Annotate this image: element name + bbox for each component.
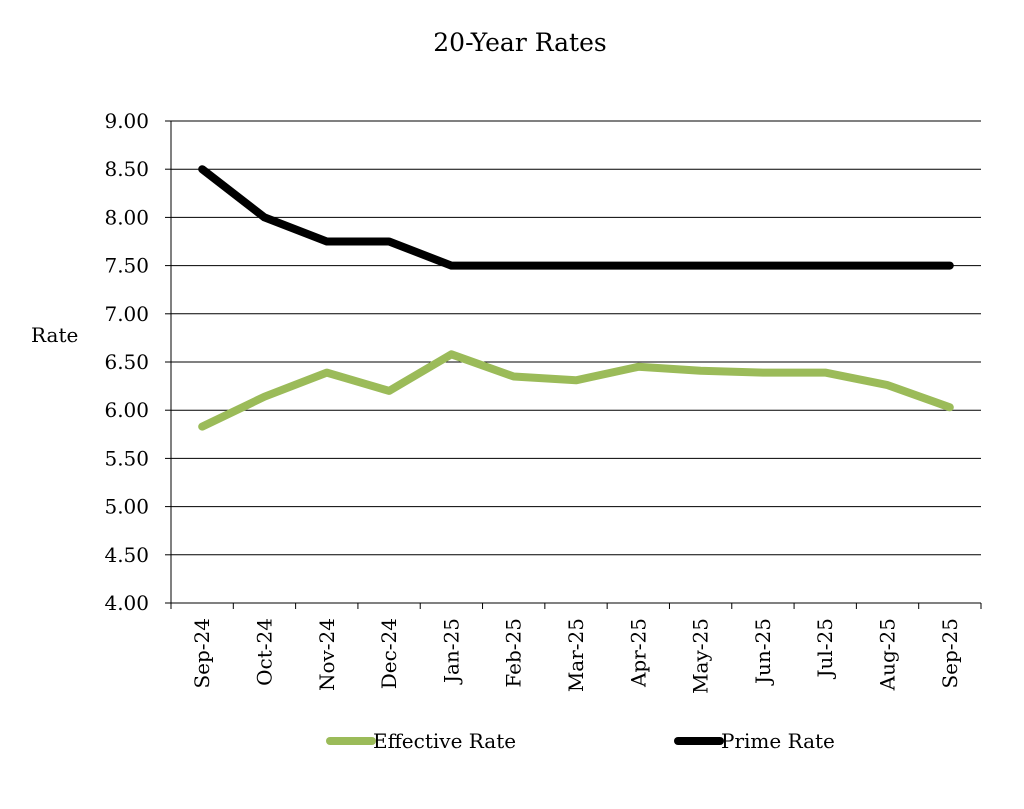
x-tick-label: May-25 <box>689 618 713 694</box>
y-tick-label: 5.00 <box>104 495 149 519</box>
x-tick-label: Sep-24 <box>190 618 214 689</box>
x-tick-label: Mar-25 <box>564 618 588 692</box>
series-line-effective-rate <box>198 350 954 431</box>
gridlines <box>171 120 981 556</box>
y-tick-label: 7.50 <box>104 254 149 278</box>
y-tick-label: 6.50 <box>104 350 149 374</box>
x-tick-label: Dec-24 <box>377 618 401 689</box>
y-tick-label: 4.00 <box>104 591 149 615</box>
x-tick-label: Apr-25 <box>626 618 650 688</box>
y-tick-label: 8.50 <box>104 157 149 181</box>
y-tick-label: 7.00 <box>104 302 149 326</box>
x-tick-label: Jul-25 <box>813 618 837 680</box>
legend-label: Effective Rate <box>373 729 516 753</box>
x-tick-label: Sep-25 <box>938 618 962 689</box>
series-line-prime-rate <box>198 165 954 270</box>
x-tick-label: Nov-24 <box>315 618 339 691</box>
legend: Effective Rate Prime Rate <box>326 729 835 753</box>
x-tick-label: Aug-25 <box>876 618 900 691</box>
series-lines <box>198 165 954 431</box>
y-tick-label: 9.00 <box>104 109 149 133</box>
x-tick-label: Jun-25 <box>751 618 775 686</box>
legend-label: Prime Rate <box>721 729 835 753</box>
x-tick-label: Jan-25 <box>439 618 463 685</box>
x-tick-label: Oct-24 <box>252 618 276 686</box>
y-tick-label: 6.00 <box>104 398 149 422</box>
y-tick-label: 8.00 <box>104 205 149 229</box>
y-tick-labels: 4.00 4.50 5.00 5.50 6.00 6.50 7.00 7.50 8.00 8.50… <box>104 109 149 615</box>
chart-title: 20-Year Rates <box>433 28 607 57</box>
x-tick-labels: Sep-24 Oct-24 Nov-24 Dec-24 Jan-25 Feb-25 Mar-… <box>190 618 962 694</box>
y-axis-label: Rate <box>31 323 78 347</box>
y-tick-label: 5.50 <box>104 446 149 470</box>
y-tick-label: 4.50 <box>104 543 149 567</box>
axes <box>165 120 982 609</box>
x-tick-label: Feb-25 <box>502 618 526 688</box>
